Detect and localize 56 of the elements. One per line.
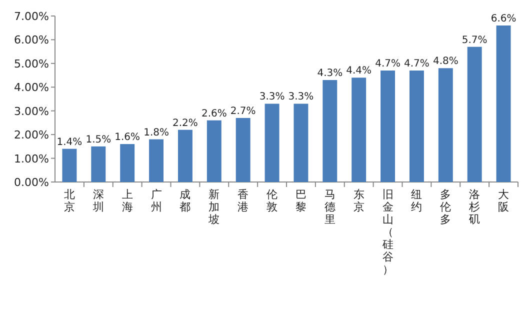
x-tick-label: 大阪 bbox=[498, 188, 510, 214]
bar bbox=[467, 46, 482, 182]
x-tick-label: 香港 bbox=[238, 188, 249, 214]
x-tick-label: 东京 bbox=[353, 188, 364, 214]
bar bbox=[322, 80, 338, 182]
y-tick-label: 6.00% bbox=[14, 34, 49, 47]
x-tick-label: 伦敦 bbox=[266, 188, 278, 214]
x-tick-label: 成都 bbox=[180, 188, 191, 214]
data-label: 4.4% bbox=[346, 66, 372, 77]
x-tick-label: 深圳 bbox=[92, 188, 104, 214]
x-tick-label: 巴黎 bbox=[295, 188, 306, 214]
x-tick-label: 旧金山（硅谷） bbox=[381, 188, 394, 276]
x-tick-label: 马德里 bbox=[324, 188, 336, 226]
data-label: 4.7% bbox=[375, 58, 400, 70]
bar bbox=[294, 104, 308, 182]
y-tick-label: 4.00% bbox=[14, 81, 49, 94]
data-label: 1.4% bbox=[56, 136, 82, 148]
data-label: 4.7% bbox=[404, 58, 430, 70]
bar bbox=[91, 146, 106, 182]
data-label: 1.6% bbox=[114, 132, 140, 144]
y-tick-label: 7.00% bbox=[14, 10, 49, 23]
bar bbox=[236, 118, 250, 182]
x-tick-label: 多伦多 bbox=[440, 188, 452, 226]
data-label: 2.6% bbox=[201, 108, 227, 120]
data-label: 4.3% bbox=[317, 68, 343, 80]
data-label: 6.6% bbox=[490, 13, 516, 24]
x-tick-label: 上海 bbox=[122, 188, 133, 214]
x-tick-label: 纽约 bbox=[411, 188, 422, 214]
y-tick-label: 2.00% bbox=[14, 128, 49, 142]
data-label: 2.7% bbox=[230, 106, 256, 117]
y-tick-label: 0.00% bbox=[14, 176, 49, 189]
x-tick-label: 新加坡 bbox=[208, 188, 220, 226]
bar bbox=[206, 120, 222, 182]
x-tick-label: 洛杉矶 bbox=[468, 188, 480, 226]
bar bbox=[496, 25, 511, 182]
y-tick-label: 5.00% bbox=[14, 57, 49, 70]
data-label: 4.8% bbox=[432, 56, 458, 68]
y-tick-label: 1.00% bbox=[14, 152, 49, 166]
data-label: 1.8% bbox=[144, 127, 169, 138]
bar bbox=[352, 78, 366, 182]
bar bbox=[149, 139, 164, 182]
data-label: 5.7% bbox=[462, 34, 488, 46]
bar bbox=[409, 70, 424, 182]
bar bbox=[264, 104, 280, 182]
bar bbox=[120, 144, 135, 182]
data-label: 3.3% bbox=[259, 92, 285, 103]
y-tick-label: 3.00% bbox=[14, 104, 49, 118]
bar bbox=[380, 70, 396, 182]
bar bbox=[62, 148, 77, 182]
x-tick-label: 北京 bbox=[64, 188, 75, 214]
bar bbox=[438, 68, 453, 182]
data-label: 1.5% bbox=[86, 134, 112, 146]
x-tick-label: 广州 bbox=[150, 188, 162, 214]
bar bbox=[178, 130, 192, 182]
data-label: 2.2% bbox=[172, 118, 198, 129]
data-label: 3.3% bbox=[288, 92, 314, 103]
